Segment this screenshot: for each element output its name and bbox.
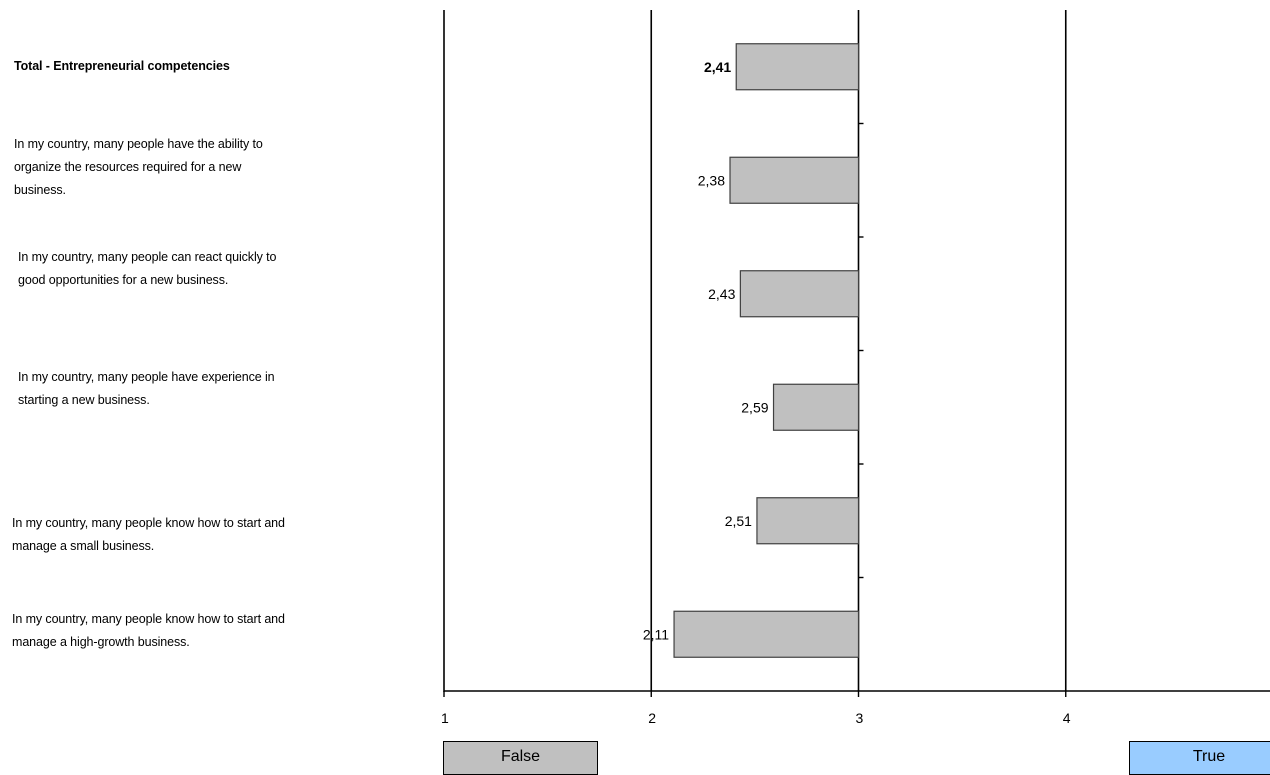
- bar-2: [739, 270, 860, 318]
- category-label-2: In my country, many people can react qui…: [18, 246, 418, 292]
- x-tick-label-0: 1: [441, 710, 449, 726]
- x-tick-label-3: 4: [1063, 710, 1071, 726]
- bar-1: [729, 156, 860, 204]
- bar-5: [673, 610, 860, 658]
- category-label-1-line-1: organize the resources required for a ne…: [14, 160, 242, 174]
- legend-false: False: [443, 741, 598, 775]
- category-label-3-line-1: starting a new business.: [18, 393, 150, 407]
- category-label-0-line-0: Total - Entrepreneurial competencies: [14, 59, 230, 73]
- data-label-4: 2,51: [725, 513, 752, 529]
- category-label-4-line-1: manage a small business.: [12, 539, 155, 553]
- legend-false-label: False: [500, 748, 541, 765]
- data-label-1: 2,38: [698, 172, 725, 188]
- data-label-2: 2,43: [708, 286, 735, 302]
- category-label-5-line-1: manage a high-growth business.: [12, 635, 190, 649]
- x-tick-label-1: 2: [648, 710, 656, 726]
- data-label-0: 2,41: [704, 59, 731, 75]
- category-label-1-line-2: business.: [14, 183, 66, 197]
- category-label-1: In my country, many people have the abil…: [14, 133, 414, 202]
- bar-3: [772, 383, 860, 431]
- category-label-5: In my country, many people know how to s…: [12, 608, 412, 654]
- legend-true-label: True: [1192, 748, 1226, 765]
- category-label-5-line-0: In my country, many people know how to s…: [12, 612, 285, 626]
- bar-0: [735, 43, 860, 91]
- category-label-0: Total - Entrepreneurial competencies: [14, 55, 414, 78]
- data-label-5: 2,11: [643, 626, 669, 642]
- bar-4: [756, 497, 860, 545]
- category-label-3-line-0: In my country, many people have experien…: [18, 370, 275, 384]
- category-label-1-line-0: In my country, many people have the abil…: [14, 137, 263, 151]
- category-label-4: In my country, many people know how to s…: [12, 512, 412, 558]
- category-label-3: In my country, many people have experien…: [18, 366, 418, 412]
- x-tick-label-2: 3: [856, 710, 864, 726]
- category-label-4-line-0: In my country, many people know how to s…: [12, 516, 285, 530]
- category-label-2-line-1: good opportunities for a new business.: [18, 273, 229, 287]
- category-label-2-line-0: In my country, many people can react qui…: [18, 250, 277, 264]
- legend-true: True: [1129, 741, 1270, 775]
- data-label-3: 2,59: [741, 399, 768, 415]
